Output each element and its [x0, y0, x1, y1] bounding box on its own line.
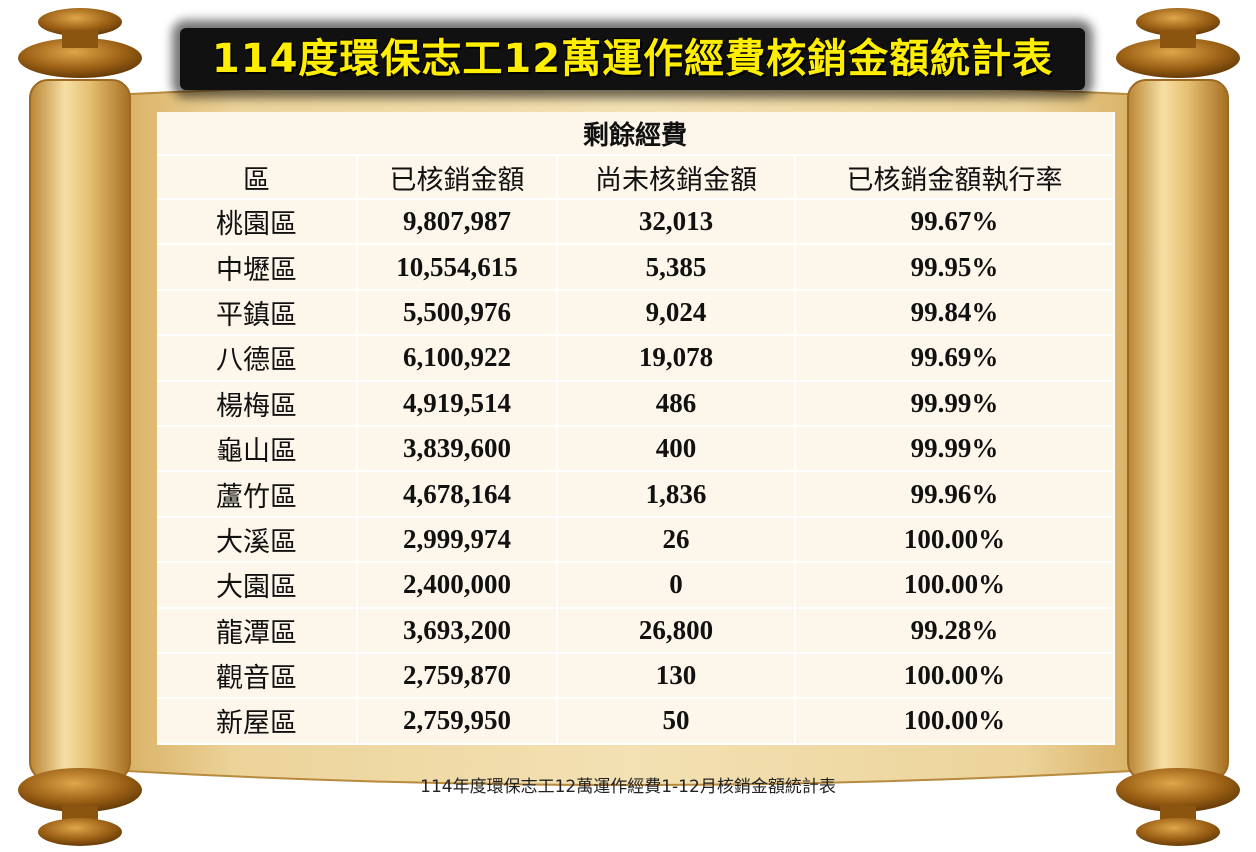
spent-cell: 3,693,200 — [357, 607, 558, 654]
remaining-cell: 400 — [557, 425, 796, 473]
district-cell: 大園區 — [157, 562, 358, 609]
table-row: 龜山區 3,839,600 400 99.99% — [157, 425, 1116, 473]
table-row: 楊梅區 4,919,514 486 99.99% — [157, 380, 1116, 427]
rate-cell: 99.99% — [795, 380, 1116, 427]
table-row: 大園區 2,400,000 0 100.00% — [157, 562, 1116, 609]
remaining-cell: 26 — [557, 516, 796, 564]
spent-cell: 4,678,164 — [357, 471, 558, 518]
table-row: 龍潭區 3,693,200 26,800 99.28% — [157, 607, 1116, 654]
rate-cell: 100.00% — [795, 562, 1116, 609]
column-header-district: 區 — [157, 155, 358, 200]
rate-cell: 100.00% — [795, 652, 1116, 700]
remaining-cell: 19,078 — [557, 335, 796, 382]
spent-cell: 2,999,974 — [357, 516, 558, 564]
table-row: 蘆竹區 4,678,164 1,836 99.96% — [157, 471, 1116, 518]
rate-cell: 99.28% — [795, 607, 1116, 654]
district-cell: 中壢區 — [157, 244, 358, 291]
rate-cell: 99.69% — [795, 335, 1116, 382]
remaining-cell: 26,800 — [557, 607, 796, 654]
table-row: 平鎮區 5,500,976 9,024 99.84% — [157, 289, 1116, 337]
remaining-cell: 1,836 — [557, 471, 796, 518]
rate-cell: 99.96% — [795, 471, 1116, 518]
spent-cell: 4,919,514 — [357, 380, 558, 427]
column-header-row: 區 已核銷金額 尚未核銷金額 已核銷金額執行率 — [157, 155, 1116, 200]
district-cell: 龜山區 — [157, 425, 358, 473]
spent-cell: 2,759,870 — [357, 652, 558, 700]
rate-cell: 100.00% — [795, 516, 1116, 564]
title-background — [180, 28, 1085, 90]
column-header-remaining: 尚未核銷金額 — [557, 155, 796, 200]
remaining-cell: 50 — [557, 698, 796, 745]
statistics-table: 剩餘經費 區 已核銷金額 尚未核銷金額 已核銷金額執行率 桃園區 9,807,9… — [157, 112, 1116, 745]
statistics-table-panel: 剩餘經費 區 已核銷金額 尚未核銷金額 已核銷金額執行率 桃園區 9,807,9… — [157, 112, 1116, 745]
spent-cell: 10,554,615 — [357, 244, 558, 291]
table-row: 大溪區 2,999,974 26 100.00% — [157, 516, 1116, 564]
column-header-spent: 已核銷金額 — [357, 155, 558, 200]
page-title: 114度環保志工12萬運作經費核銷金額統計表 — [211, 36, 1054, 82]
remaining-cell: 5,385 — [557, 244, 796, 291]
district-cell: 桃園區 — [157, 199, 358, 246]
rate-cell: 99.95% — [795, 244, 1116, 291]
table-row: 八德區 6,100,922 19,078 99.69% — [157, 335, 1116, 382]
column-header-rate: 已核銷金額執行率 — [795, 155, 1116, 200]
table-row: 中壢區 10,554,615 5,385 99.95% — [157, 244, 1116, 291]
table-row: 觀音區 2,759,870 130 100.00% — [157, 652, 1116, 700]
rate-cell: 99.99% — [795, 425, 1116, 473]
spent-cell: 2,759,950 — [357, 698, 558, 745]
remaining-cell: 32,013 — [557, 199, 796, 246]
district-cell: 觀音區 — [157, 652, 358, 700]
spent-cell: 5,500,976 — [357, 289, 558, 337]
group-header-row: 剩餘經費 — [157, 112, 1116, 156]
remaining-cell: 0 — [557, 562, 796, 609]
rate-cell: 99.84% — [795, 289, 1116, 337]
district-cell: 新屋區 — [157, 698, 358, 745]
table-row: 新屋區 2,759,950 50 100.00% — [157, 698, 1116, 745]
spent-cell: 3,839,600 — [357, 425, 558, 473]
group-header: 剩餘經費 — [157, 112, 1116, 156]
district-cell: 楊梅區 — [157, 380, 358, 427]
spent-cell: 9,807,987 — [357, 199, 558, 246]
remaining-cell: 130 — [557, 652, 796, 700]
rate-cell: 99.67% — [795, 199, 1116, 246]
district-cell: 龍潭區 — [157, 607, 358, 654]
spent-cell: 2,400,000 — [357, 562, 558, 609]
rate-cell: 100.00% — [795, 698, 1116, 745]
table-row: 桃園區 9,807,987 32,013 99.67% — [157, 199, 1116, 246]
district-cell: 大溪區 — [157, 516, 358, 564]
remaining-cell: 9,024 — [557, 289, 796, 337]
district-cell: 八德區 — [157, 335, 358, 382]
district-cell: 平鎮區 — [157, 289, 358, 337]
spent-cell: 6,100,922 — [357, 335, 558, 382]
district-cell: 蘆竹區 — [157, 471, 358, 518]
remaining-cell: 486 — [557, 380, 796, 427]
table-caption: 114年度環保志工12萬運作經費1-12月核銷金額統計表 — [420, 777, 836, 797]
